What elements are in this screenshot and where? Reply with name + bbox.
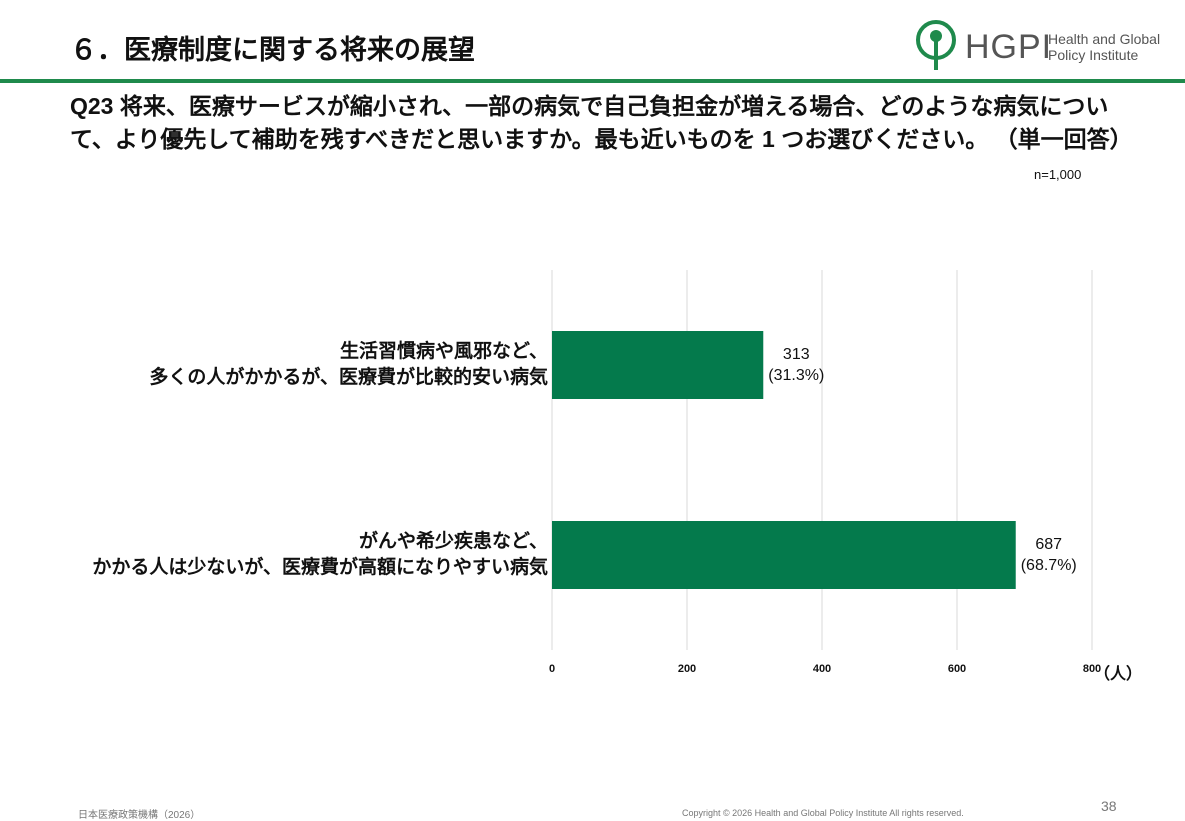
- bar: [552, 331, 764, 399]
- logo-icon: [916, 20, 956, 70]
- page-number: 38: [1101, 798, 1117, 814]
- x-tick-label: 400: [812, 663, 832, 675]
- x-tick-label: 800: [1082, 663, 1102, 675]
- question: Q23 将来、医療サービスが縮小され、一部の病気で自己負担金が増える場合、どのよ…: [70, 93, 1133, 152]
- footer: 日本医療政策機構（2026）: [78, 810, 201, 821]
- slide-title: ６．医療制度に関する将来の展望: [70, 35, 475, 65]
- x-tick-label: 600: [947, 663, 967, 675]
- header-rule: [0, 79, 1185, 83]
- sample-size: n=1,000: [1034, 167, 1082, 182]
- logo-text: HGPI: [965, 28, 1053, 66]
- category-label: がんや希少疾患など、 かかる人は少ないが、医療費が高額になりやすい病気: [92, 531, 548, 578]
- value-label: 313 (31.3%): [768, 346, 825, 384]
- value-label: 687 (68.7%): [1020, 536, 1077, 574]
- x-tick-label: 0: [548, 663, 556, 675]
- bar: [552, 521, 1016, 589]
- x-tick-label: 200: [677, 663, 697, 675]
- logo-text: Health and Global: [1048, 31, 1161, 47]
- x-axis-unit: （人）: [1093, 666, 1143, 683]
- copyright: Copyright © 2026 Health and Global Polic…: [682, 808, 964, 818]
- category-label: 生活習慣病や風邪など、 多くの人がかかるが、医療費が比較的安い病気: [149, 341, 548, 388]
- logo-text: Policy Institute: [1048, 47, 1139, 63]
